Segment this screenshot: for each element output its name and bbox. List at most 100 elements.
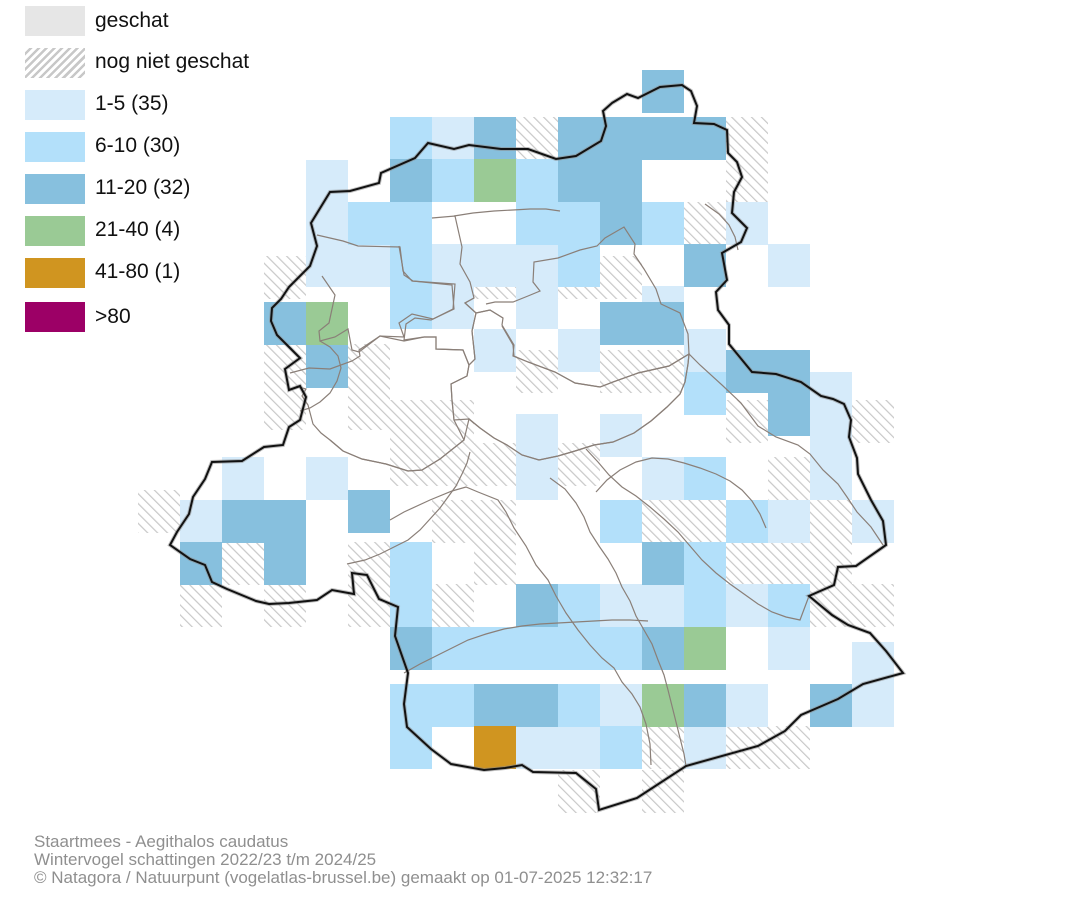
grid-cell-1-5	[768, 244, 810, 287]
grid-cell-21-40	[642, 684, 684, 727]
grid-cell-1-5	[600, 684, 642, 727]
grid-cell-11-20	[264, 542, 306, 585]
grid-cell-6-10	[390, 684, 432, 727]
grid-cell-1-5	[768, 627, 810, 670]
grid-cells	[138, 70, 894, 813]
grid-cell-11-20	[306, 345, 348, 388]
grid-cell-nog-niet-geschat	[474, 500, 516, 543]
grid-cell-6-10	[516, 627, 558, 670]
grid-cell-1-5	[222, 457, 264, 500]
grid-cell-6-10	[600, 726, 642, 769]
legend-label-41-80: 41-80 (1)	[95, 260, 181, 283]
legend-swatch-41-80	[25, 258, 85, 288]
region-boundary	[167, 82, 907, 813]
grid-cell-6-10	[432, 159, 474, 202]
grid-cell-6-10	[432, 627, 474, 670]
grid-cell-1-5	[810, 457, 852, 500]
grid-cell-11-20	[684, 684, 726, 727]
grid-cell-11-20	[516, 584, 558, 627]
grid-cell-11-20	[642, 627, 684, 670]
grid-cell-nog-niet-geschat	[810, 584, 852, 627]
legend-swatch-21-40	[25, 216, 85, 246]
region-boundary-line	[168, 83, 905, 812]
legend-label-6-10: 6-10 (30)	[95, 134, 181, 157]
map-subtitle: Wintervogel schattingen 2022/23 t/m 2024…	[34, 850, 377, 869]
species-name: Staartmees - Aegithalos caudatus	[34, 832, 289, 851]
grid-cell-nog-niet-geschat	[432, 584, 474, 627]
grid-cell-nog-niet-geschat	[726, 400, 768, 443]
legend-item-21-40: 21-40 (4)	[25, 213, 345, 253]
grid-cell-1-5	[432, 244, 474, 287]
grid-cell-1-5	[474, 244, 516, 287]
grid-cell-11-20	[600, 159, 642, 202]
grid-cell-6-10	[642, 202, 684, 245]
municipality-border	[346, 451, 471, 565]
legend-label-1-5: 1-5 (35)	[95, 92, 169, 115]
grid-cell-11-20	[474, 117, 516, 160]
grid-cell-nog-niet-geschat	[390, 400, 432, 443]
grid-cell-11-20	[600, 302, 642, 345]
grid-cell-1-5	[726, 684, 768, 727]
legend-label-21-40: 21-40 (4)	[95, 218, 181, 241]
legend-item-80plus: >80	[25, 299, 345, 339]
grid-cell-nog-niet-geschat	[600, 350, 642, 393]
grid-cell-1-5	[642, 457, 684, 500]
grid-cell-6-10	[600, 627, 642, 670]
grid-cell-1-5	[600, 414, 642, 457]
grid-cell-nog-niet-geschat	[264, 344, 306, 387]
grid-cell-6-10	[390, 117, 432, 160]
grid-cell-11-20	[642, 542, 684, 585]
grid-cell-6-10	[516, 159, 558, 202]
legend-swatch-6-10	[25, 132, 85, 162]
grid-cell-6-10	[432, 684, 474, 727]
legend-label-nog-niet-geschat: nog niet geschat	[95, 50, 250, 73]
grid-cell-11-20	[264, 500, 306, 543]
grid-cell-1-5	[516, 414, 558, 457]
municipality-border	[299, 340, 342, 412]
grid-cell-1-5	[348, 244, 390, 287]
grid-cell-11-20	[348, 490, 390, 533]
grid-cell-1-5	[516, 286, 558, 329]
grid-cell-1-5	[852, 684, 894, 727]
grid-cell-1-5	[306, 244, 348, 287]
grid-cell-nog-niet-geschat	[684, 202, 726, 245]
municipality-border	[595, 457, 767, 529]
grid-cell-nog-niet-geschat	[348, 387, 390, 430]
grid-cell-nog-niet-geschat	[642, 726, 684, 769]
grid-cell-nog-niet-geschat	[516, 350, 558, 393]
grid-cell-nog-niet-geschat	[726, 542, 768, 585]
grid-cell-1-5	[558, 726, 600, 769]
grid-cell-6-10	[390, 286, 432, 329]
municipality-borders	[284, 203, 884, 767]
grid-cell-nog-niet-geschat	[600, 256, 642, 299]
legend-item-6-10: 6-10 (30)	[25, 129, 345, 169]
legend-label-80plus: >80	[95, 305, 131, 328]
grid-cell-nog-niet-geschat	[768, 542, 810, 585]
grid-cell-nog-niet-geschat	[642, 350, 684, 393]
grid-cell-nog-niet-geschat	[264, 387, 306, 430]
grid-cell-nog-niet-geschat	[852, 584, 894, 627]
municipality-border	[463, 226, 690, 388]
grid-cell-1-5	[768, 500, 810, 543]
grid-cell-nog-niet-geschat	[474, 542, 516, 585]
grid-cell-6-10	[726, 500, 768, 543]
grid-cell-nog-niet-geschat	[768, 726, 810, 769]
grid-cell-11-20	[558, 159, 600, 202]
grid-cell-11-20	[768, 393, 810, 436]
grid-cell-11-20	[642, 117, 684, 160]
grid-cell-1-5	[516, 457, 558, 500]
grid-cell-6-10	[474, 627, 516, 670]
legend-item-geschat: geschat	[25, 3, 345, 43]
municipality-border	[585, 448, 810, 621]
legend-label-geschat: geschat	[95, 9, 169, 32]
grid-cell-nog-niet-geschat	[222, 542, 264, 585]
legend-item-1-5: 1-5 (35)	[25, 87, 345, 127]
grid-cell-6-10	[390, 542, 432, 585]
grid-cell-1-5	[180, 500, 222, 543]
grid-cell-nog-niet-geschat	[138, 490, 180, 533]
grid-cell-nog-niet-geschat	[432, 443, 474, 486]
legend-label-11-20: 11-20 (32)	[95, 176, 191, 199]
legend-swatch-80plus	[25, 302, 85, 332]
grid-cell-11-20	[768, 350, 810, 393]
